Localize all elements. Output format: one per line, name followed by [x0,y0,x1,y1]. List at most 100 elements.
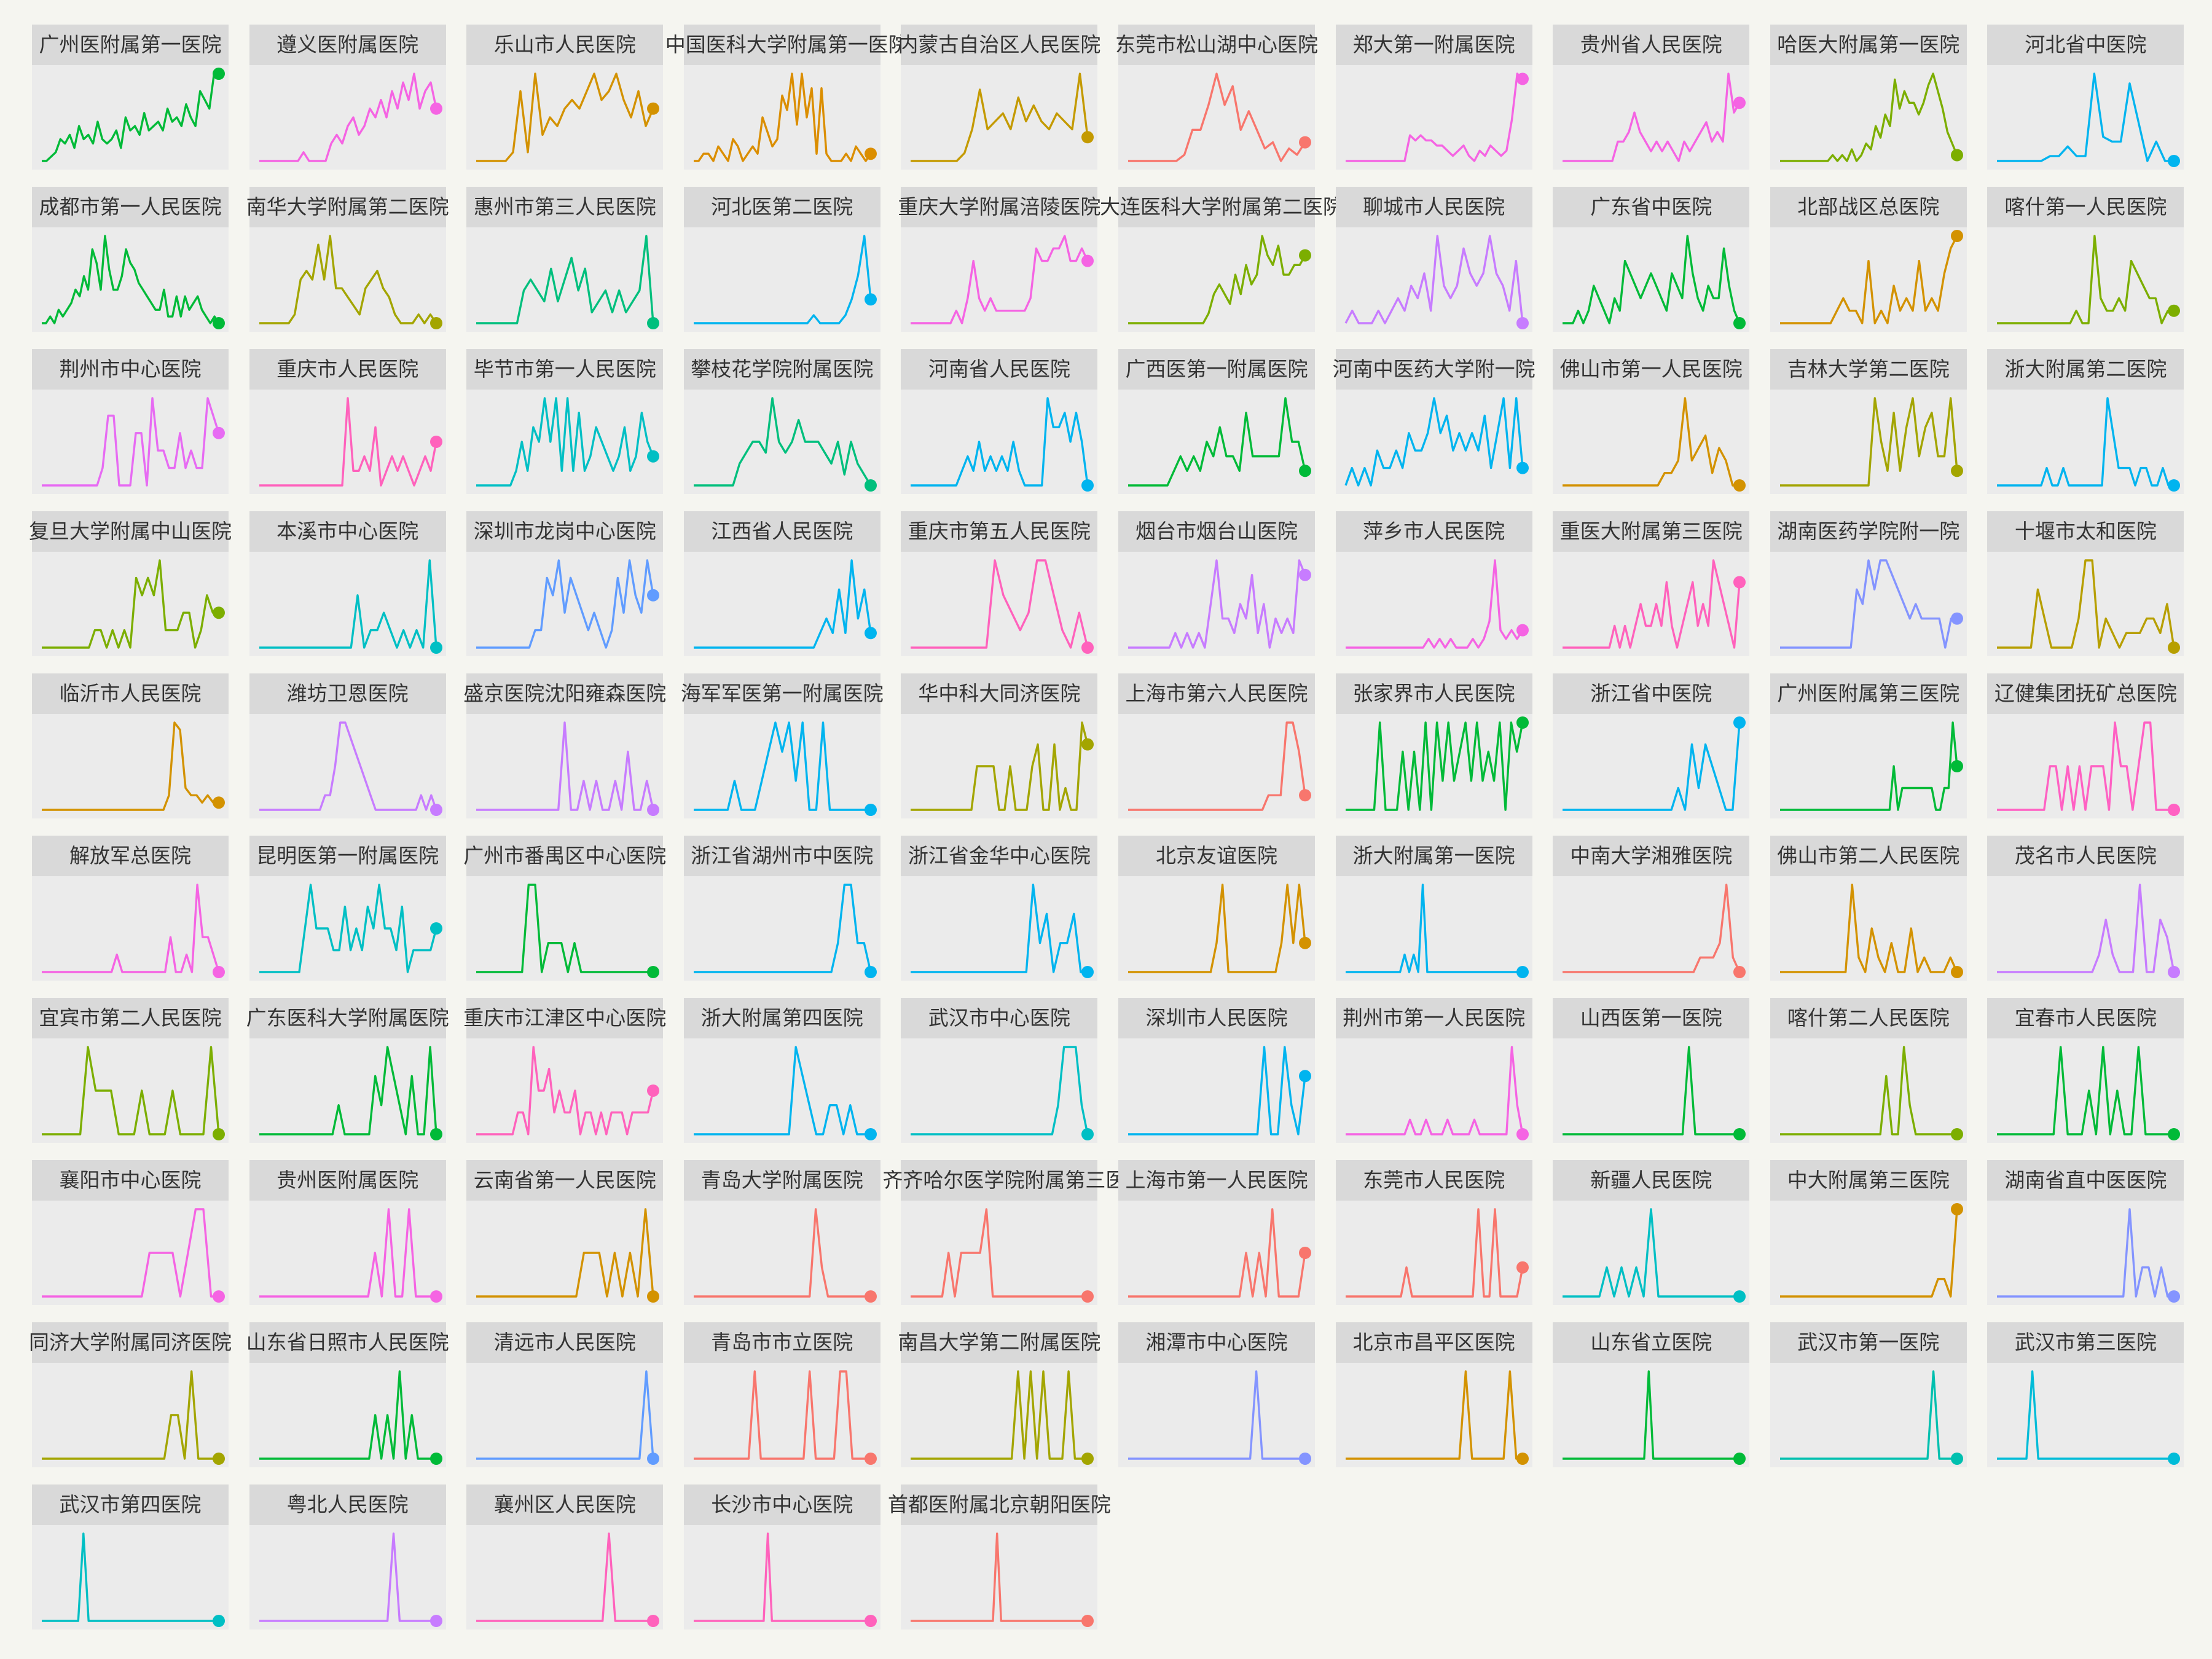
facet-panel: 大连医科大学附属第二医院 [1100,187,1343,332]
facet-strip: 茂名市人民医院 [1987,836,2184,876]
series-line [1779,559,1957,649]
facet-strip: 山西医第一医院 [1553,998,1750,1038]
facet-line-chart [476,884,660,978]
facet-line-chart [1563,884,1746,978]
facet-panel: 萍乡市人民医院 [1335,511,1532,656]
facet-title: 中南大学湘雅医院 [1570,844,1733,868]
facet-line-chart [259,397,442,487]
facet-panel: 重庆市第五人民医院 [901,511,1098,656]
last-point-marker [429,1453,442,1465]
facet-line-chart [42,397,225,487]
last-point-marker [1733,716,1746,729]
facet-panel: 云南省第一人民医院 [466,1160,664,1305]
facet-panel: 临沂市人民医院 [32,673,229,818]
series-line [476,73,654,162]
facet-strip: 荆州市中心医院 [32,349,229,390]
facet-line-chart [1563,235,1746,329]
facet-line-chart [1779,1203,1963,1298]
facet-panel: 佛山市第一人民医院 [1553,349,1750,494]
facet-strip: 重庆市第五人民医院 [901,511,1098,552]
facet-line-chart [1128,1046,1311,1135]
facet-line-chart [1345,1208,1529,1298]
last-point-marker [1516,73,1529,85]
facet-plot-area [901,227,1098,332]
facet-line-chart [911,235,1094,324]
facet-line-chart [476,1046,660,1135]
last-point-marker [1733,1453,1746,1465]
facet-title: 浙江省中医院 [1590,681,1712,705]
facet-plot-area [1118,1363,1315,1467]
facet-panel: 喀什第二人民医院 [1770,998,1967,1143]
facet-panel: 深圳市龙岗中心医院 [466,511,664,656]
facet-title: 武汉市第三医院 [2014,1330,2157,1354]
facet-plot-area [1770,1201,1967,1305]
facet-strip: 浙大附属第二医院 [1987,349,2184,390]
last-point-marker [647,450,660,463]
series-line [1563,1208,1740,1298]
facet-strip: 南昌大学第二附属医院 [898,1322,1100,1363]
facet-panel: 齐齐哈尔医学院附属第三医 [882,1160,1126,1305]
facet-line-chart [1563,716,1746,811]
facet-title: 武汉市中心医院 [928,1006,1070,1030]
series-line [1128,235,1306,324]
facet-panel: 武汉市第四医院 [32,1484,229,1630]
series-line [693,721,871,811]
last-point-marker [213,1128,225,1140]
facet-strip: 贵州医附属医院 [249,1160,446,1201]
facet-title: 宜春市人民医院 [2014,1006,2157,1030]
facet-title: 山东省日照市人民医院 [246,1330,449,1354]
series-line [1345,1046,1524,1135]
facet-line-chart [911,559,1094,654]
last-point-marker [1516,716,1529,729]
facet-strip: 吉林大学第二医院 [1770,349,1967,390]
series-line [1997,235,2175,324]
facet-strip: 青岛大学附属医院 [683,1160,880,1201]
facet-line-chart [1128,73,1311,162]
facet-panel: 宜宾市第二人民医院 [32,998,229,1143]
facet-title: 湖南医药学院附一院 [1777,519,1960,543]
facet-plot-area [249,1038,446,1143]
last-point-marker [647,1453,660,1465]
facet-plot-area [683,65,880,170]
series-line [1997,1370,2175,1460]
last-point-marker [429,1615,442,1627]
facet-line-chart [476,73,660,162]
facet-strip: 重庆大学附属涪陵医院 [898,187,1100,227]
facet-panel: 东莞市松山湖中心医院 [1115,25,1318,170]
series-line [911,1532,1088,1622]
facet-panel: 武汉市第三医院 [1987,1322,2184,1467]
facet-line-chart [693,721,877,816]
facet-panel: 湘潭市中心医院 [1118,1322,1315,1467]
series-line [259,1532,436,1622]
facet-strip: 哈医大附属第一医院 [1770,25,1967,65]
facet-title: 哈医大附属第一医院 [1777,33,1960,57]
facet-panel: 贵州省人民医院 [1553,25,1750,170]
facet-title: 南华大学附属第二医院 [246,195,449,219]
facet-strip: 东莞市人民医院 [1335,1160,1532,1201]
series-line [1128,884,1306,973]
facet-title: 重庆市第五人民医院 [908,519,1091,543]
facet-plot-area [1335,876,1532,981]
facet-strip: 广州医附属第一医院 [32,25,229,65]
facet-title: 青岛市市立医院 [711,1330,853,1354]
series-line [1563,1370,1740,1460]
last-point-marker [1299,1453,1311,1465]
facet-strip: 粤北人民医院 [249,1484,446,1525]
facet-plot-area [1553,65,1750,170]
facet-plot-area [683,714,880,818]
facet-title: 贵州医附属医院 [276,1168,419,1192]
facet-panel: 海军军医第一附属医院 [681,673,884,818]
facet-plot-area [901,1363,1098,1467]
facet-strip: 遵义医附属医院 [249,25,446,65]
last-point-marker [429,436,442,448]
series-line [42,235,220,324]
facet-panel: 浙江省中医院 [1553,673,1750,818]
facet-strip: 东莞市松山湖中心医院 [1115,25,1318,65]
facet-line-chart [1779,1046,1963,1140]
series-line [911,884,1088,973]
series-line [1563,73,1741,162]
facet-line-chart [1997,1208,2181,1303]
facet-line-chart [693,1046,877,1140]
facet-plot-area [1553,390,1750,494]
facet-title: 同济大学附属同济医院 [29,1330,232,1354]
